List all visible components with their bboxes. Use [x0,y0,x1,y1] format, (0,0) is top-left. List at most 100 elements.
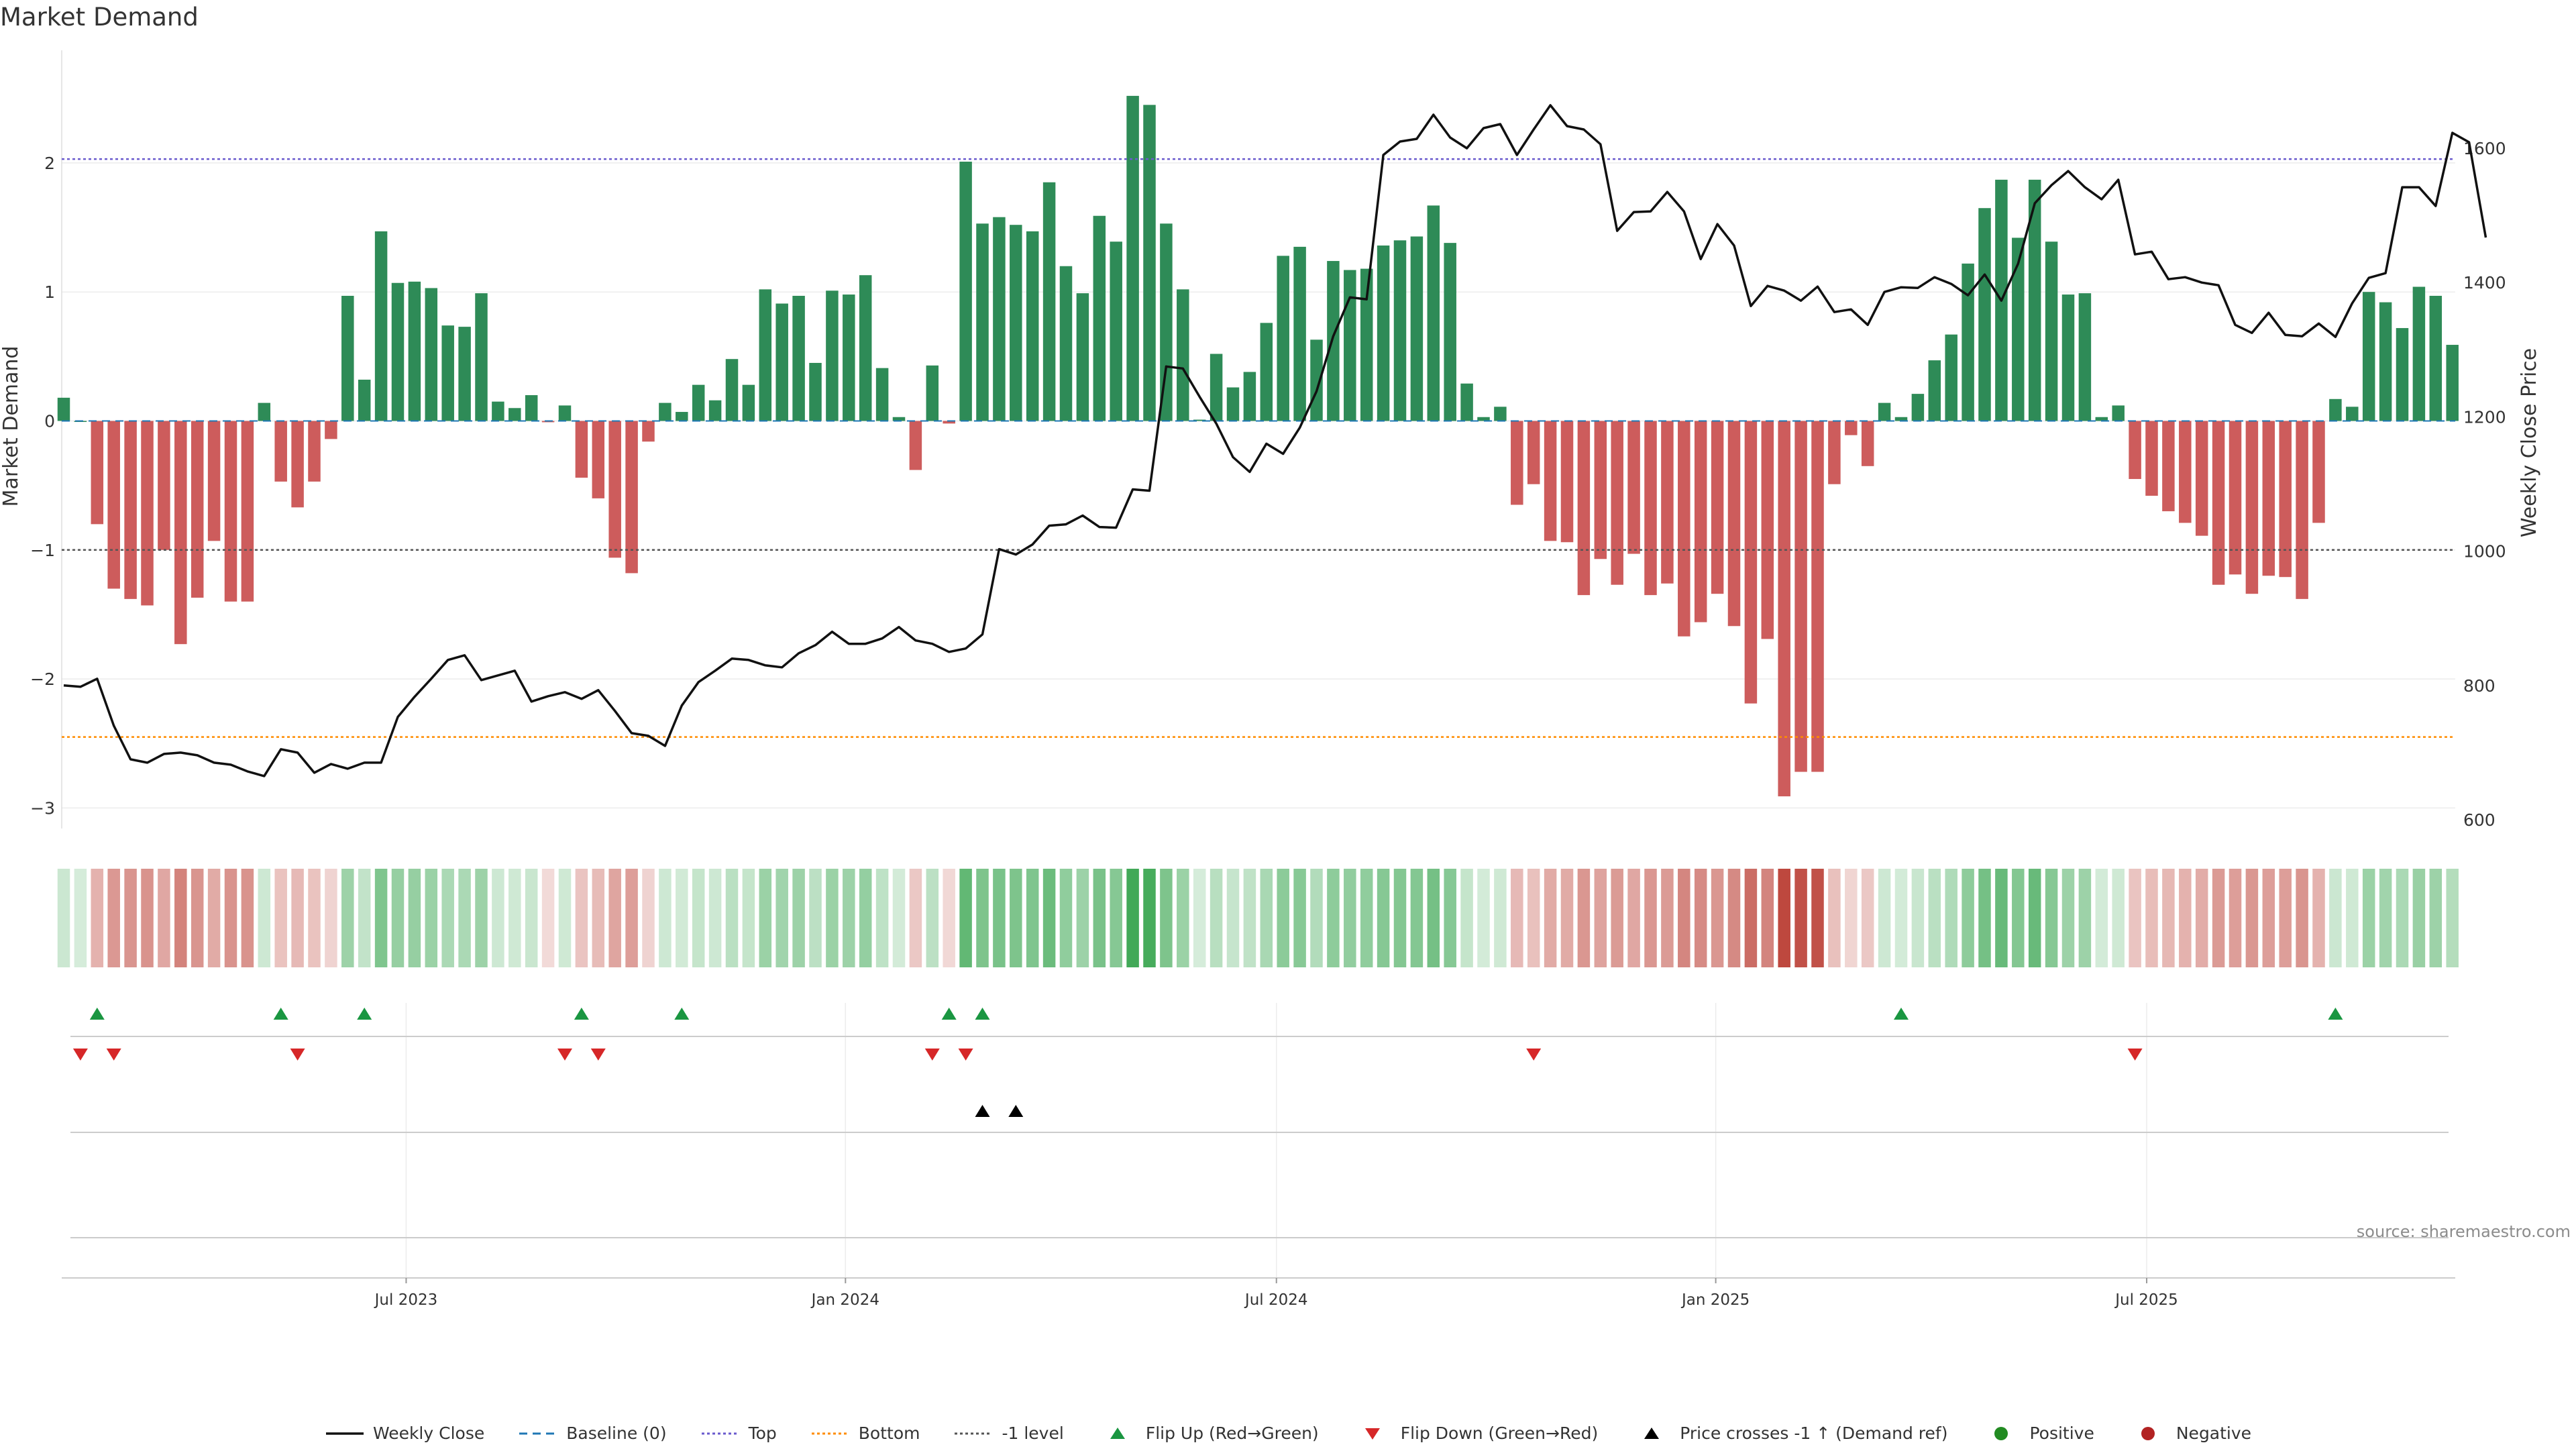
demand-bar [1560,421,1574,543]
heat-cell [642,869,655,967]
heat-cell [2396,869,2409,967]
x-tick-label: Jan 2024 [810,1291,879,1309]
heat-cell [993,869,1006,967]
heat-cell [1527,869,1540,967]
y2-axis-title: Weekly Close Price [2518,348,2541,537]
demand-bar [1293,246,1306,421]
demand-bar [374,231,388,421]
legend-item: Flip Down (Green→Red) [1352,1424,1598,1443]
heat-cell [1511,869,1523,967]
heat-cell [1560,869,1574,967]
demand-bar [1727,421,1741,627]
demand-bar [575,421,588,478]
heat-cell [2012,869,2025,967]
demand-bar [2329,398,2342,421]
heat-cell [2028,869,2041,967]
heat-cell [2329,869,2342,967]
demand-bar [1611,421,1623,585]
demand-bar [1494,407,1507,421]
heat-cell [1243,869,1256,967]
heat-cell [1727,869,1741,967]
heat-cell [1694,869,1707,967]
y2-tick-label: 1000 [2463,542,2506,561]
demand-bar [2262,421,2275,576]
heat-cell [1260,869,1273,967]
legend-label: Flip Up (Red→Green) [1145,1424,1319,1443]
heat-cell [374,869,388,967]
flip-down-marker [2127,1049,2143,1061]
legend-item: Price crosses -1 ↑ (Demand ref) [1631,1424,1947,1443]
heat-cell [926,869,939,967]
heat-cell [2129,869,2141,967]
demand-bar [57,397,70,421]
demand-bar [2379,302,2392,421]
legend-item: Bottom [810,1424,920,1443]
demand-bar [2245,421,2259,594]
heat-cell [1678,869,1690,967]
heat-cell [141,869,154,967]
flip-up-marker [674,1008,690,1020]
heat-cell [608,869,621,967]
demand-bar [1828,421,1841,484]
demand-bar [1928,360,1941,421]
demand-bar [241,421,254,602]
demand-bar [1878,402,1891,421]
demand-bar [274,421,287,482]
heat-cell [191,869,204,967]
legend-label: Positive [2029,1424,2094,1443]
heat-cell [475,869,488,967]
heat-cell [826,869,839,967]
demand-bar [2028,179,2041,421]
legend-item: Positive [1981,1424,2094,1443]
demand-bar [1377,245,1390,421]
heat-cell [1928,869,1941,967]
demand-bar [2012,237,2025,421]
heat-cell [2145,869,2158,967]
triangle-down-icon [1364,1428,1380,1440]
heat-cell [943,869,955,967]
heat-cell [692,869,705,967]
demand-bar [358,379,371,421]
flip-up-marker [273,1008,288,1020]
heat-cell [408,869,421,967]
demand-bar [1544,421,1557,541]
demand-bar [1794,421,1807,772]
flip-down-marker [924,1049,940,1061]
demand-bar [1327,261,1340,421]
demand-bar [1226,387,1240,421]
dot-icon [2141,1426,2155,1440]
heat-cell [2162,869,2175,967]
demand-bar [2229,421,2242,575]
heat-cell [1794,869,1807,967]
demand-bar [2095,417,2108,421]
demand-bar [843,294,855,421]
heat-cell [725,869,739,967]
heat-cell [425,869,438,967]
demand-bar [1042,182,1056,421]
legend-label: Weekly Close [372,1424,485,1443]
heat-cell [676,869,688,967]
heat-cell [492,869,504,967]
heat-cell [1042,869,1056,967]
heat-cell [325,869,337,967]
demand-bar [1160,223,1173,421]
heat-cell [1845,869,1858,967]
heat-cell [2229,869,2242,967]
heat-cell [1778,869,1790,967]
demand-bar [1026,231,1039,421]
line-dashed-icon [519,1432,557,1434]
legend-item: Flip Up (Red→Green) [1097,1424,1319,1443]
heat-cell [859,869,872,967]
demand-bar [1945,334,1957,421]
demand-bar [2446,345,2459,421]
heat-cell [458,869,471,967]
demand-bar [2279,421,2292,578]
heat-cell [1360,869,1373,967]
heat-cell [241,869,254,967]
demand-bar [676,412,688,421]
demand-bar [2045,241,2058,421]
demand-bar [1744,421,1758,704]
heat-cell [1026,869,1039,967]
demand-bar [2078,293,2092,421]
flip-up-marker [975,1008,990,1020]
